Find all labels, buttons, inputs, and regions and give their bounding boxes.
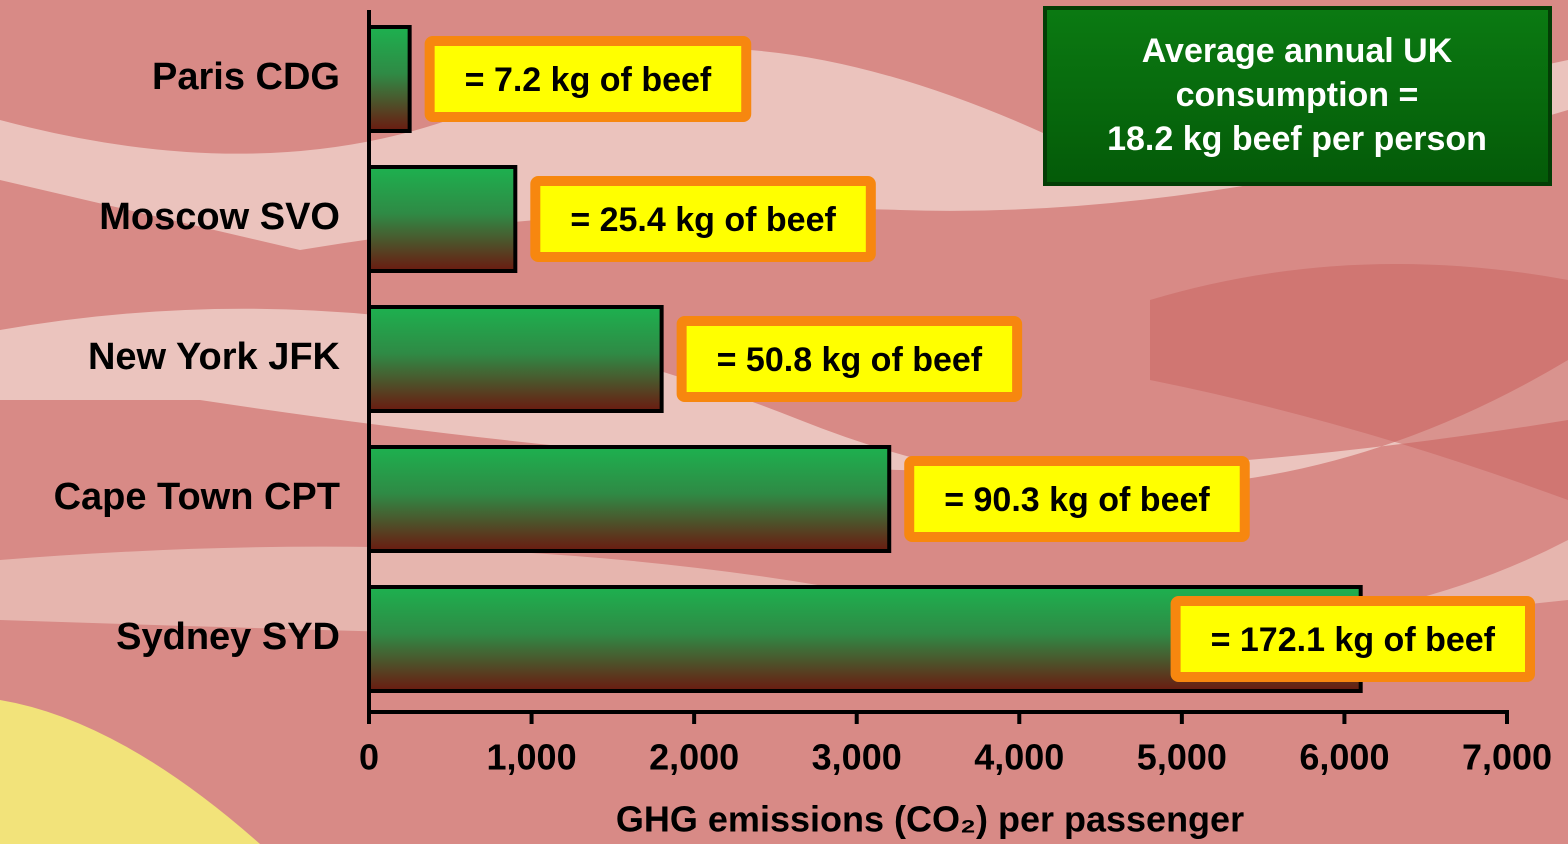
x-tick-label: 7,000 xyxy=(1462,737,1552,778)
bar xyxy=(369,447,889,551)
x-tick-label: 4,000 xyxy=(974,737,1064,778)
bar xyxy=(369,167,515,271)
annotation: = 7.2 kg of beef xyxy=(465,61,712,99)
y-tick-label: Sydney SYD xyxy=(116,616,340,658)
x-tick-label: 3,000 xyxy=(812,737,902,778)
annotation: = 172.1 kg of beef xyxy=(1211,621,1496,659)
x-axis-title: GHG emissions (CO₂) per passenger xyxy=(616,799,1244,840)
x-tick-label: 0 xyxy=(359,737,379,778)
annotation: = 50.8 kg of beef xyxy=(717,341,983,379)
annotation: = 90.3 kg of beef xyxy=(944,481,1210,519)
x-tick-label: 5,000 xyxy=(1137,737,1227,778)
note-text: 18.2 kg beef per person xyxy=(1107,120,1487,158)
y-tick-label: Paris CDG xyxy=(152,56,340,98)
x-tick-label: 6,000 xyxy=(1299,737,1389,778)
note-text: consumption = xyxy=(1176,76,1419,114)
y-tick-label: New York JFK xyxy=(88,336,341,378)
y-tick-label: Moscow SVO xyxy=(99,196,340,238)
note-text: Average annual UK xyxy=(1142,32,1453,70)
x-tick-label: 1,000 xyxy=(487,737,577,778)
x-tick-label: 2,000 xyxy=(649,737,739,778)
y-tick-label: Cape Town CPT xyxy=(54,476,340,518)
bar xyxy=(369,27,410,131)
chart: 0 1,000 2,000 3,000 4,000 5,000 6,000 7,000 GHG … xyxy=(0,0,1568,844)
bar xyxy=(369,307,662,411)
annotation: = 25.4 kg of beef xyxy=(570,201,836,239)
